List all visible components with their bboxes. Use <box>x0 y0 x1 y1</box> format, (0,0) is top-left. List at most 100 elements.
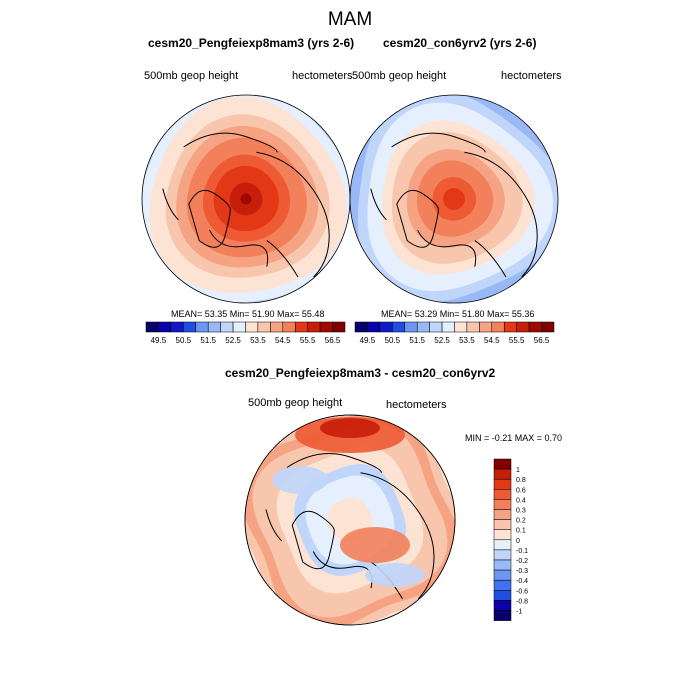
coastline <box>474 240 507 278</box>
coastline <box>183 132 278 153</box>
colorbar-box <box>441 321 455 333</box>
coastline <box>265 509 283 542</box>
coastline <box>396 189 439 248</box>
colorbar-box <box>493 549 512 561</box>
coastline <box>291 510 335 570</box>
coastline <box>286 453 382 473</box>
panel2-title: cesm20_con6yrv2 (yrs 2-6) <box>383 36 537 50</box>
colorbar-tick-label: 0.6 <box>516 487 526 494</box>
contour-band <box>344 514 356 526</box>
colorbar-box <box>516 321 530 333</box>
colorbar-box <box>454 321 468 333</box>
colorbar-box <box>232 321 246 333</box>
colorbar-box <box>183 321 196 333</box>
colorbar-box <box>493 610 512 621</box>
colorbar-box <box>493 489 512 500</box>
colorbar-tick-label: 56.5 <box>325 336 341 345</box>
season-title: MAM <box>327 9 373 30</box>
colorbar-box <box>493 499 512 510</box>
coastline <box>266 240 299 278</box>
colorbar-tick-label: 55.5 <box>300 336 316 345</box>
colorbar-box <box>491 321 505 333</box>
colorbar-tick-label: -0.8 <box>516 598 528 605</box>
colorbar-box <box>493 590 512 601</box>
colorbar-box <box>170 321 184 333</box>
coastline <box>370 188 387 221</box>
colorbar-difference: 1 0.8 0.6 0.4 0.3 0.2 0.1 0 -0.1 -0.2 -0.3 -0.4 -0.6… <box>493 458 528 621</box>
colorbar-box <box>404 321 418 333</box>
colorbar-box <box>493 579 512 591</box>
colorbar-box <box>493 458 512 470</box>
coastline <box>256 151 330 278</box>
coastline <box>391 132 486 153</box>
colorbar-tick-label: -0.3 <box>516 568 528 575</box>
colorbar-tick-label: -0.4 <box>516 578 528 585</box>
map-border <box>349 94 559 304</box>
panel2-variable-label: 500mb geop height <box>352 70 447 82</box>
colorbar-box <box>493 600 512 611</box>
panel1-stats: MEAN= 53.35 Min= 51.90 Max= 55.48 <box>171 309 325 319</box>
colorbar-box <box>479 321 493 333</box>
polar-map-panel2 <box>349 94 559 304</box>
panel1-variable-label: 500mb geop height <box>144 70 239 82</box>
coastline <box>360 472 435 600</box>
colorbar-panel2: 49.5 50.5 51.5 52.5 53.5 54.5 55.5 56.5 <box>354 321 555 345</box>
panel1-units-label: hectometers <box>292 70 353 82</box>
colorbar-box <box>379 321 393 333</box>
colorbar-box <box>493 519 512 530</box>
colorbar-tick-label: 0.4 <box>516 497 526 504</box>
map-border <box>244 414 456 626</box>
colorbar-box <box>207 321 221 333</box>
colorbar-box <box>220 321 234 333</box>
coastline <box>209 229 269 267</box>
colorbar-box <box>493 529 512 541</box>
colorbar-tick-label: 50.5 <box>385 336 401 345</box>
colorbar-box <box>466 321 480 333</box>
diff-title: cesm20_Pengfeiexp8mam3 - cesm20_con6yrv2 <box>225 366 496 380</box>
colorbar-box <box>367 321 381 333</box>
colorbar-tick-label: -1 <box>516 609 522 616</box>
colorbar-tick-label: 54.5 <box>275 336 291 345</box>
anomaly-blob <box>320 418 380 438</box>
colorbar-tick-label: 52.5 <box>225 336 241 345</box>
polar-map-difference <box>244 414 456 626</box>
colorbar-box <box>493 559 512 571</box>
colorbar-box <box>307 321 321 333</box>
polar-map-panel1 <box>141 94 351 304</box>
coastline <box>162 188 179 221</box>
colorbar-box <box>493 509 512 520</box>
colorbar-box <box>257 321 271 333</box>
colorbar-box <box>493 478 512 490</box>
colorbar-tick-label: 55.5 <box>509 336 525 345</box>
coastlines <box>370 132 538 278</box>
colorbar-tick-label: 0.2 <box>516 518 526 525</box>
colorbar-tick-label: 51.5 <box>200 336 216 345</box>
colorbar-box <box>541 321 555 333</box>
anomaly-blob <box>365 563 425 587</box>
colorbar-box <box>270 321 284 333</box>
colorbar-tick-label: 0 <box>516 538 520 545</box>
coastline <box>188 189 231 248</box>
coastline <box>464 151 538 278</box>
colorbar-box <box>332 321 346 333</box>
diff-variable-label: 500mb geop height <box>248 397 343 409</box>
colorbar-box <box>416 321 430 333</box>
colorbar-box <box>295 321 308 333</box>
colorbar-box <box>282 321 296 333</box>
contour-band <box>240 193 252 205</box>
colorbar-box <box>195 321 209 333</box>
coastlines <box>162 132 330 278</box>
colorbar-box <box>145 321 159 333</box>
colorbar-box <box>429 321 443 333</box>
colorbar-tick-label: 0.3 <box>516 508 526 515</box>
colorbar-tick-label: 49.5 <box>151 336 167 345</box>
panel2-stats: MEAN= 53.29 Min= 51.80 Max= 55.36 <box>381 309 535 319</box>
colorbar-box <box>245 321 259 333</box>
colorbar-tick-label: -0.2 <box>516 558 528 565</box>
colorbar-tick-label: 1 <box>516 467 520 474</box>
contour-band <box>448 193 460 205</box>
colorbar-box <box>504 321 517 333</box>
anomaly-blob <box>340 527 410 563</box>
